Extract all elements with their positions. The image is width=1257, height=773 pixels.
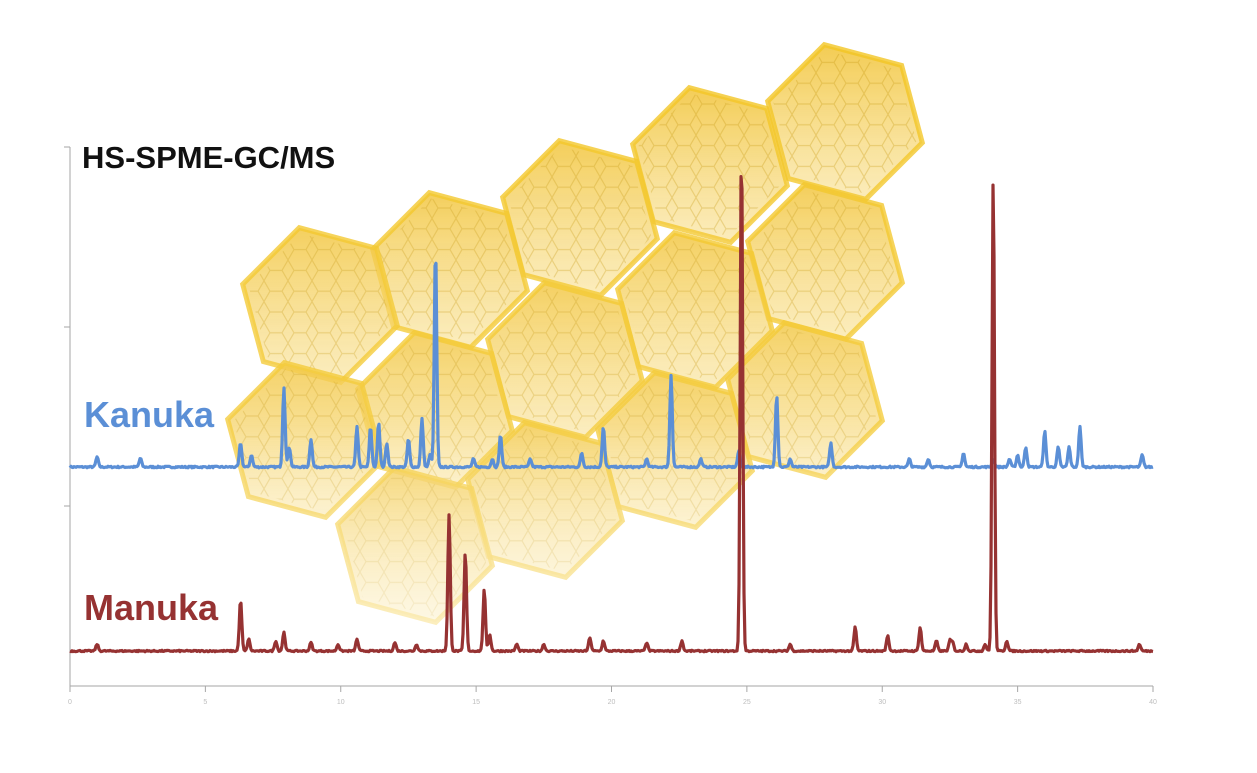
honeycomb-background (224, 41, 926, 626)
honeycomb-cell (744, 181, 906, 343)
x-tick-label: 30 (878, 699, 886, 706)
series-trace-kanuka (68, 261, 1154, 470)
series-label-kanuka: Kanuka (84, 394, 215, 435)
honeycomb-cell (369, 189, 531, 351)
honeycomb-cell (354, 329, 516, 491)
x-tick-label: 35 (1014, 699, 1022, 706)
x-tick-label: 10 (337, 699, 345, 706)
chart-axes: 0 5 10 15 20 25 30 35 40 (64, 146, 1157, 706)
x-tick-label: 5 (203, 699, 207, 706)
chromatogram-traces (68, 175, 1154, 654)
x-tick-label: 20 (608, 699, 616, 706)
honeycomb-cell (334, 464, 496, 626)
honeycomb-cell (484, 279, 646, 441)
honeycomb-cell (224, 359, 386, 521)
honeycomb-cell (724, 319, 886, 481)
honeycomb-cell (499, 137, 661, 299)
chart-title: HS-SPME-GC/MS (82, 140, 335, 175)
x-tick-label: 0 (68, 699, 72, 706)
x-tick-label: 25 (743, 699, 751, 706)
x-axis-ticks: 0 5 10 15 20 25 30 35 40 (68, 686, 1157, 706)
series-trace-manuka (69, 175, 1154, 654)
honeycomb-cell (239, 224, 401, 386)
x-tick-label: 15 (472, 699, 480, 706)
x-tick-label: 40 (1149, 699, 1157, 706)
honeycomb-cell (629, 84, 791, 246)
series-label-manuka: Manuka (84, 587, 219, 628)
honeycomb-cell (764, 41, 926, 203)
honeycomb-cell (614, 229, 776, 391)
